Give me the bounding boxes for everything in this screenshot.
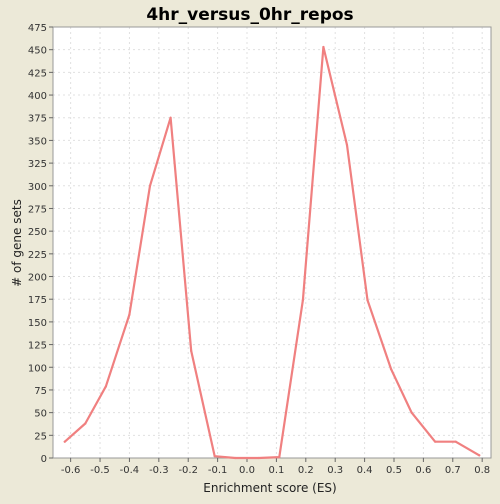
data-point — [454, 440, 457, 443]
x-tick-label: 0.6 — [415, 465, 431, 476]
x-tick-label: -0.1 — [208, 465, 228, 476]
data-point — [234, 456, 237, 460]
y-tick-label: 150 — [28, 318, 47, 329]
y-axis-label: # of gene sets — [10, 199, 24, 287]
data-point — [322, 45, 325, 49]
y-tick-label: 100 — [28, 363, 47, 374]
data-point — [169, 116, 172, 119]
y-tick-label: 425 — [28, 68, 47, 79]
y-tick-label: 350 — [28, 136, 47, 147]
y-tick-label: 275 — [28, 204, 47, 215]
y-tick-label: 225 — [28, 250, 47, 261]
y-tick-label: 250 — [28, 227, 47, 238]
x-axis-label: Enrichment score (ES) — [203, 481, 336, 495]
y-tick-label: 50 — [34, 409, 47, 420]
y-tick-label: 0 — [41, 454, 47, 465]
x-tick-label: 0.8 — [474, 465, 490, 476]
plot-area — [53, 27, 491, 458]
data-point — [213, 455, 216, 458]
y-tick-label: 450 — [28, 46, 47, 57]
x-tick-label: 0.7 — [445, 465, 461, 476]
x-tick-label: 0.2 — [298, 465, 314, 476]
y-tick-label: 375 — [28, 114, 47, 125]
y-tick-label: 325 — [28, 159, 47, 170]
data-point — [478, 454, 481, 457]
data-point — [301, 299, 304, 302]
data-point — [389, 367, 393, 371]
x-tick-label: -0.6 — [61, 465, 81, 476]
data-point — [278, 455, 281, 459]
x-tick-label: 0.4 — [357, 465, 373, 476]
y-tick-label: 125 — [28, 341, 47, 352]
x-tick-label: 0.0 — [239, 465, 255, 476]
x-tick-label: 0.5 — [386, 465, 402, 476]
data-point — [63, 440, 66, 443]
chart-title: 4hr_versus_0hr_repos — [146, 5, 353, 25]
data-point — [84, 422, 87, 425]
x-tick-label: -0.3 — [149, 465, 169, 476]
data-point — [366, 299, 369, 302]
data-point — [345, 143, 349, 147]
series-line — [63, 45, 481, 460]
data-point — [104, 385, 108, 388]
y-tick-label: 175 — [28, 295, 47, 306]
x-tick-label: 0.3 — [327, 465, 343, 476]
y-tick-label: 75 — [34, 386, 47, 397]
data-point — [410, 411, 413, 414]
y-tick-label: 200 — [28, 273, 47, 284]
x-tick-label: -0.5 — [90, 465, 110, 476]
x-tick-label: -0.4 — [120, 465, 140, 476]
y-tick-label: 25 — [34, 431, 47, 442]
y-tick-label: 400 — [28, 91, 47, 102]
data-point — [190, 349, 193, 353]
data-point — [434, 440, 437, 443]
y-tick-label: 300 — [28, 182, 47, 193]
x-tick-label: 0.1 — [268, 465, 284, 476]
data-point — [257, 456, 260, 460]
y-tick-label: 475 — [28, 23, 47, 34]
x-tick-label: -0.2 — [178, 465, 198, 476]
data-point — [128, 313, 131, 316]
data-point — [148, 184, 152, 187]
